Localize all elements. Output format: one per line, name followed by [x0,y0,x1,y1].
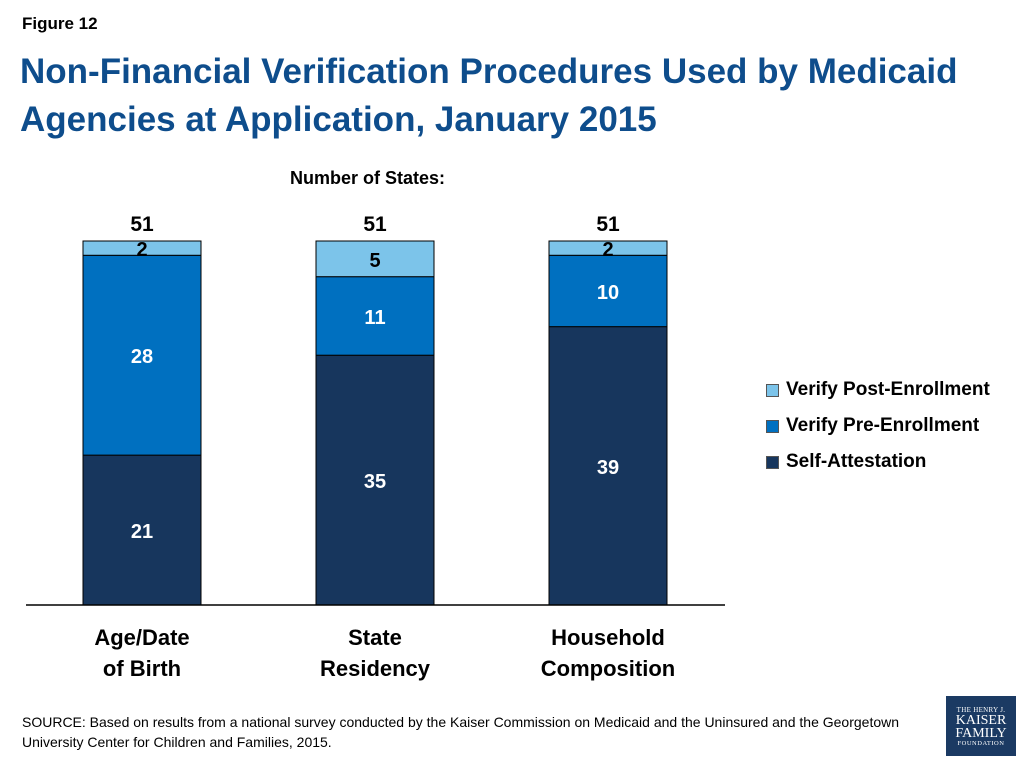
chart-title: Non-Financial Verification Procedures Us… [20,52,958,139]
logo-line-4: FOUNDATION [957,739,1005,747]
data-label: 35 [364,471,386,493]
x-tick-label: State [348,625,402,650]
data-label: 21 [131,521,153,543]
data-label: 11 [364,307,385,329]
data-label: 10 [597,282,619,304]
legend-label: Verify Post-Enrollment [786,379,990,400]
data-label: 5 [369,250,380,272]
legend-swatch [766,419,779,433]
source-note: SOURCE: Based on results from a national… [22,714,900,750]
x-tick-label: Residency [320,656,431,681]
legend-swatch [766,455,779,469]
legend-item: Self-Attestation [766,444,990,480]
figure-label: Figure 12 [22,14,98,33]
legend-swatch [766,383,779,397]
data-label: 39 [597,457,619,479]
x-tick-label: of Birth [103,656,181,681]
data-label: 2 [602,239,613,261]
x-tick-label: Composition [541,656,675,681]
bar-segment [82,240,202,256]
bar-segment [315,276,435,356]
data-label: 28 [131,346,153,368]
x-tick-label: Household [551,625,665,650]
stacked-bar-chart: 21 28 2 51 Age/Date of Birth 35 11 5 51 State Resid… [26,213,725,681]
logo-line-3: FAMILY [955,725,1007,741]
legend-label: Verify Pre-Enrollment [786,415,980,436]
total-label: 51 [596,213,620,236]
legend-item: Verify Post-Enrollment [766,372,990,408]
chart-legend: Verify Post-Enrollment Verify Pre-Enrollm… [766,372,990,480]
bar-segment [315,354,435,606]
chart-subtitle: Number of States: [290,168,446,188]
bar-segment [548,254,668,328]
logo-line-2: KAISER [955,712,1007,728]
kff-logo: THE HENRY J. KAISER FAMILY FOUNDATION [946,696,1016,756]
bar-segment [315,240,435,278]
legend-item: Verify Pre-Enrollment [766,408,990,444]
bar-segment [548,240,668,256]
x-tick-label: Age/Date [94,625,189,650]
total-label: 51 [130,213,154,236]
legend-label: Self-Attestation [786,451,927,472]
total-label: 51 [363,213,387,236]
logo-line-1: THE HENRY J. [956,705,1006,714]
data-label: 2 [136,239,147,261]
